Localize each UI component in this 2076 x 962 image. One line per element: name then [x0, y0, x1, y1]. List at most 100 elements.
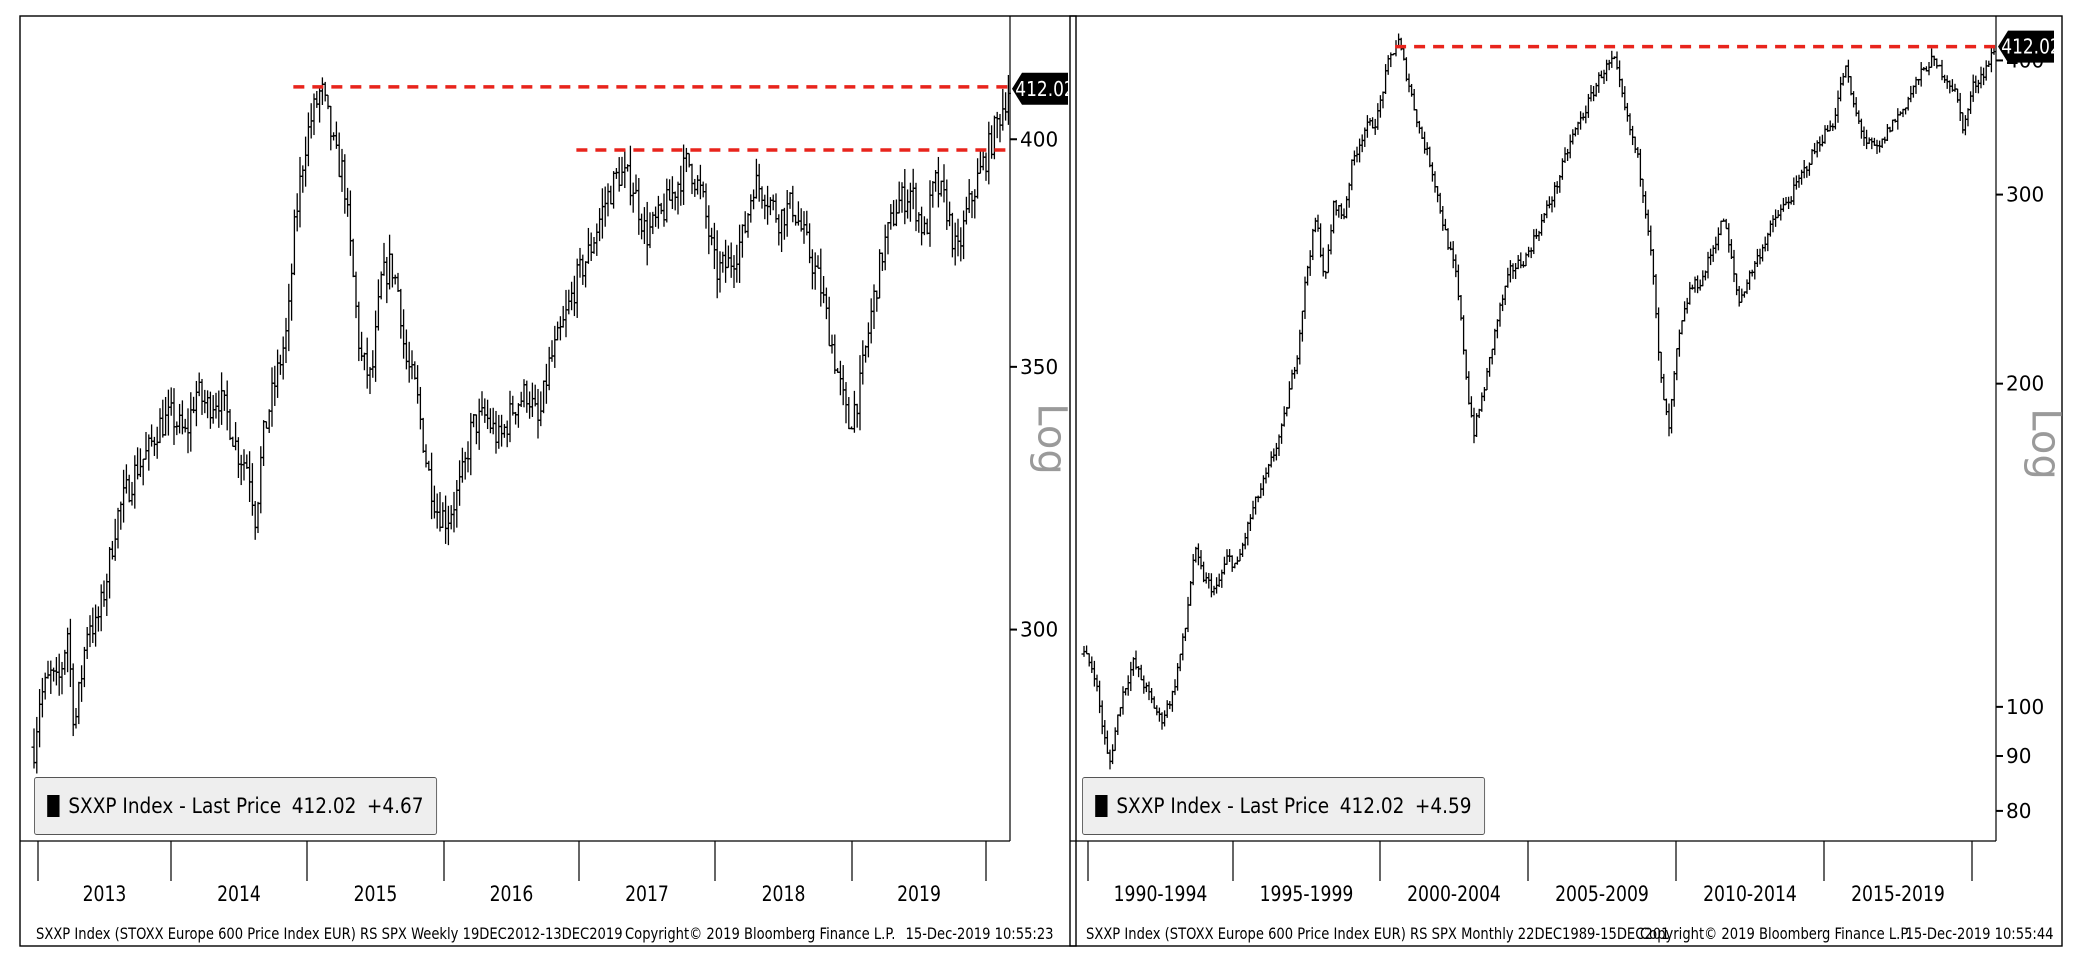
ohlc-bar — [1648, 225, 1654, 256]
ohlc-bar — [1117, 706, 1123, 717]
ohlc-bar — [1229, 555, 1235, 572]
ohlc-bar — [1445, 228, 1451, 250]
ohlc-bar — [1617, 60, 1623, 88]
ohlc-bar — [969, 191, 975, 219]
ohlc-bar — [1822, 125, 1828, 144]
ohlc-bar — [39, 677, 45, 718]
monthly-price-chart: 80901002003004001990-19941995-19992000-2… — [1069, 15, 2063, 947]
ohlc-bar — [882, 224, 888, 271]
ohlc-bar — [921, 216, 927, 236]
ohlc-bar — [196, 372, 202, 397]
ohlc-bar — [692, 178, 698, 197]
ohlc-bar — [101, 580, 107, 607]
ohlc-bar — [714, 230, 720, 299]
ohlc-bar — [448, 505, 454, 530]
ohlc-bar — [1084, 645, 1090, 655]
log-scale-label: Log — [1028, 403, 1075, 475]
ohlc-bar — [1627, 113, 1633, 136]
ohlc-bar — [938, 180, 944, 197]
ohlc-bar — [1952, 83, 1958, 92]
ohlc-bar — [765, 185, 771, 225]
ohlc-bar — [902, 169, 908, 225]
ohlc-bar — [1793, 175, 1799, 190]
ohlc-bar — [1765, 232, 1771, 252]
ohlc-bar — [619, 156, 625, 187]
ohlc-bar — [1624, 102, 1630, 122]
x-tick-label: 1995-1999 — [1260, 881, 1354, 906]
ohlc-bar — [745, 213, 751, 238]
ohlc-bar — [65, 627, 71, 673]
ohlc-bar — [1955, 88, 1961, 103]
ohlc-bar — [1700, 270, 1706, 287]
ohlc-bar — [1318, 223, 1324, 258]
ohlc-bar — [1351, 150, 1357, 166]
ohlc-bar — [185, 408, 191, 454]
ohlc-bar — [76, 681, 82, 725]
ohlc-bar — [905, 189, 911, 219]
ohlc-bar — [689, 163, 695, 195]
ohlc-bar — [1266, 463, 1272, 478]
ohlc-bar — [1858, 118, 1864, 139]
ohlc-bar — [1245, 521, 1251, 546]
ohlc-bar — [543, 363, 549, 404]
ohlc-bar — [1749, 269, 1755, 277]
ohlc-bar — [84, 627, 90, 659]
ohlc-bar — [1575, 121, 1581, 135]
ohlc-bar — [1578, 111, 1584, 130]
ohlc-bar — [1528, 247, 1534, 259]
ohlc-bar — [1094, 674, 1100, 692]
ohlc-bar — [216, 390, 222, 428]
ohlc-bar — [429, 452, 435, 520]
ohlc-bar — [975, 158, 981, 199]
ohlc-bar — [989, 125, 995, 159]
ohlc-bar — [1208, 573, 1214, 598]
ohlc-bar — [499, 414, 505, 447]
x-tick-label: 2019 — [897, 881, 941, 906]
ohlc-bar — [821, 276, 827, 304]
ohlc-bar — [1279, 423, 1285, 444]
ohlc-bar — [1744, 279, 1750, 295]
ohlc-bar — [935, 156, 941, 208]
ohlc-bar — [1104, 730, 1110, 754]
ohlc-bar — [1253, 496, 1259, 515]
y-tick-label: 90 — [2006, 744, 2031, 768]
ohlc-bar — [1138, 664, 1144, 681]
ohlc-bar — [398, 288, 404, 339]
ohlc-bar — [1962, 115, 1968, 136]
ohlc-bar — [675, 181, 681, 215]
ohlc-bar — [826, 296, 832, 347]
ohlc-bar — [779, 209, 785, 253]
ohlc-bar — [1695, 275, 1701, 294]
ohlc-bar — [781, 207, 787, 240]
last-price-label: 412.02 — [1015, 79, 1074, 102]
ohlc-bar — [465, 441, 471, 473]
ohlc-bar — [1983, 60, 1989, 81]
ohlc-bar — [1276, 434, 1282, 456]
legend-value: 412.02 — [1339, 794, 1405, 818]
ohlc-bar — [1856, 110, 1862, 124]
ohlc-bar — [818, 248, 824, 307]
ohlc-bar — [1089, 656, 1095, 673]
ohlc-bar — [1429, 162, 1435, 182]
ohlc-bar — [1669, 398, 1675, 434]
ohlc-bar — [1143, 682, 1149, 693]
ohlc-bar — [395, 272, 401, 292]
ohlc-bar — [1159, 712, 1165, 730]
ohlc-bar — [1539, 214, 1545, 236]
ohlc-bar — [983, 152, 989, 181]
ohlc-bar — [342, 154, 348, 214]
ohlc-bar — [42, 672, 48, 700]
ohlc-bar — [1000, 88, 1006, 131]
ohlc-bar — [347, 190, 353, 256]
ohlc-bar — [756, 163, 762, 202]
ohlc-bar — [535, 388, 541, 439]
y-tick-label: 80 — [2006, 799, 2031, 823]
ohlc-bar — [1461, 315, 1467, 355]
ohlc-bar — [706, 205, 712, 255]
ohlc-bar — [1533, 228, 1539, 239]
ohlc-bar — [73, 707, 79, 729]
last-price-label: 412.02 — [2001, 36, 2060, 59]
ohlc-bar — [1370, 117, 1376, 129]
x-tick-label: 2015-2019 — [1851, 881, 1945, 906]
ohlc-bar — [594, 223, 600, 256]
